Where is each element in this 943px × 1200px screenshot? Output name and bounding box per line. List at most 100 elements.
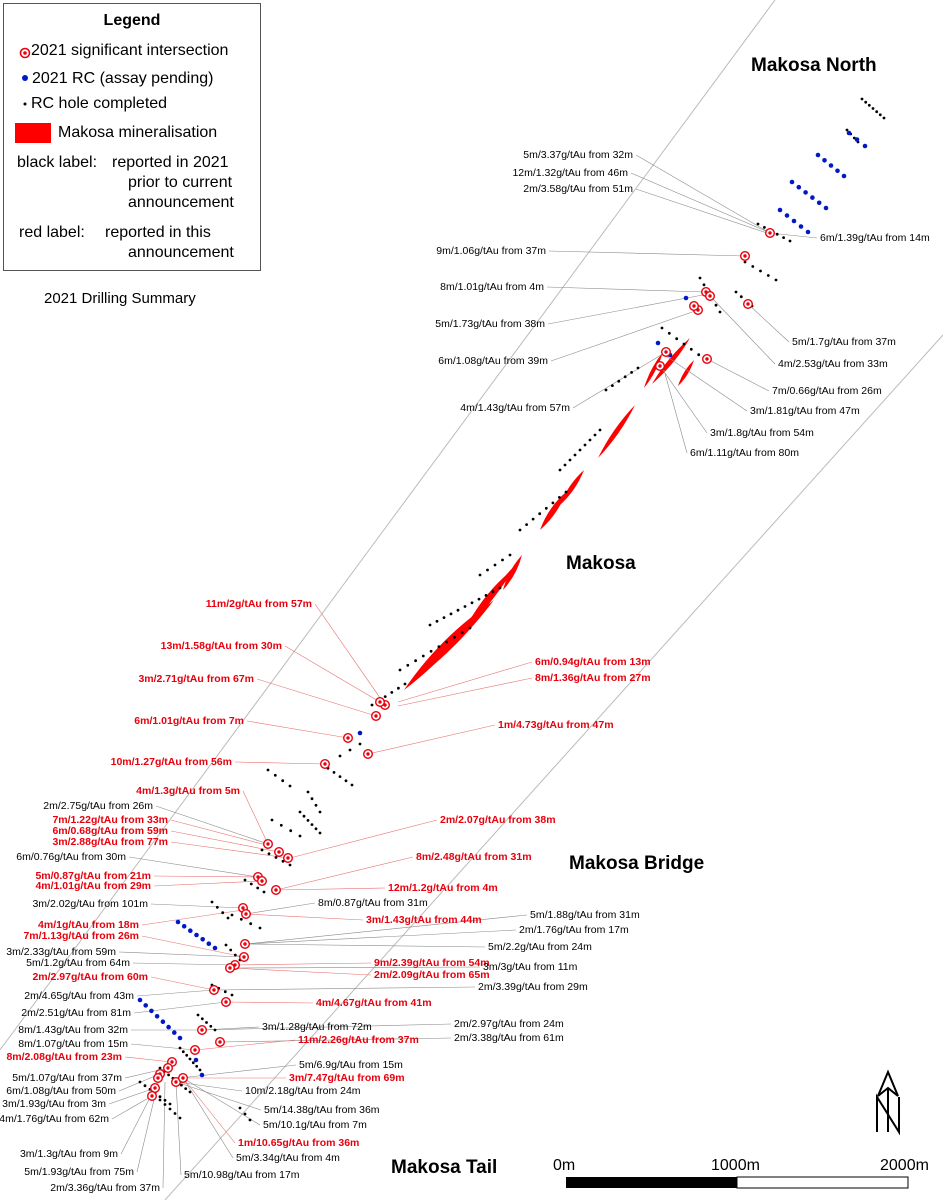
rc-hole-completed	[864, 100, 868, 104]
rc-hole-assay-pending	[822, 158, 827, 163]
rc-hole-completed	[623, 375, 627, 379]
rc-hole-completed	[223, 990, 227, 994]
intercept-label: 6m/1.11g/tAu from 80m	[690, 447, 799, 459]
leader-line	[175, 1081, 243, 1092]
rc-hole-completed	[273, 773, 277, 777]
rc-hole-completed	[178, 1116, 182, 1120]
significant-intersection-core	[743, 254, 747, 258]
rc-hole-completed	[774, 278, 778, 282]
rc-hole-completed	[756, 222, 760, 226]
intercept-label: 6m/1.39g/tAu from 14m	[820, 232, 930, 244]
leader-line	[246, 720, 349, 739]
significant-intersection-core	[366, 752, 370, 756]
rc-hole-completed	[882, 116, 886, 120]
rc-hole-completed	[460, 631, 464, 635]
rc-hole-completed	[188, 1057, 192, 1061]
legend-rc-pending-label: 2021 RC (assay pending)	[32, 70, 214, 87]
rc-hole-assay-pending	[193, 1057, 199, 1063]
intercept-label: 2m/2.75g/tAu from 26m	[43, 800, 153, 812]
intercept-label: 8m/1.01g/tAu from 4m	[440, 281, 544, 293]
rc-pending-icon	[22, 75, 28, 81]
area-label-makosa-bridge: Makosa Bridge	[569, 853, 705, 874]
significant-intersection-core	[277, 850, 281, 854]
rc-hole-assay-pending	[789, 179, 795, 185]
intercept-label: 8m/1.07g/tAu from 15m	[18, 1038, 128, 1050]
rc-hole-completed	[238, 1106, 242, 1110]
leader-line	[153, 880, 263, 887]
rc-hole-completed	[168, 1102, 172, 1106]
intercept-label: 3m/1.8g/tAu from 54m	[710, 427, 814, 439]
legend-rc-completed-label: RC hole completed	[31, 95, 168, 112]
significant-intersection-core	[244, 912, 248, 916]
rc-hole-completed	[501, 558, 504, 562]
rc-hole-completed	[775, 232, 779, 236]
leader-line	[150, 976, 215, 991]
rc-hole-completed	[205, 1021, 208, 1024]
intercept-label: 3m/1.28g/tAu from 72m	[262, 1021, 372, 1033]
rc-hole-completed	[508, 553, 512, 557]
rc-hole-assay-pending	[816, 200, 822, 206]
intercept-label: 13m/1.58g/tAu from 30m	[161, 640, 282, 652]
intercept-label: 6m/0.76g/tAu from 30m	[16, 851, 126, 863]
leader-line	[397, 677, 533, 707]
significant-intersection-core	[692, 304, 696, 308]
legend-panel: Legend 2021 significant intersection 202…	[3, 3, 261, 271]
leader-line	[182, 1077, 234, 1159]
rc-hole-assay-pending	[166, 1024, 171, 1030]
leader-line	[242, 790, 269, 845]
significant-intersection-core	[156, 1076, 160, 1080]
leader-line	[550, 309, 699, 362]
legend-title: Legend	[103, 12, 161, 29]
leader-line	[182, 1077, 261, 1126]
rc-hole-assay-pending	[655, 340, 661, 346]
rc-hole-assay-pending	[181, 924, 187, 929]
leader-line	[665, 355, 748, 412]
significant-intersection-core	[242, 955, 246, 959]
intercept-label: 2m/2.07g/tAu from 38m	[440, 814, 556, 826]
significant-intersection-core	[224, 1000, 228, 1004]
rc-hole-completed	[428, 623, 432, 627]
leader-line	[747, 303, 790, 343]
intercept-label: 4m/2.53g/tAu from 33m	[778, 358, 888, 370]
rc-hole-completed	[845, 128, 849, 132]
rc-hole-completed	[544, 506, 548, 510]
intercept-label: 2m/4.65g/tAu from 43m	[24, 990, 134, 1002]
rc-hole-completed	[279, 823, 283, 827]
rc-hole-completed	[267, 852, 271, 856]
rc-hole-completed	[636, 366, 640, 370]
rc-hole-assay-pending	[160, 1019, 166, 1024]
intercept-label: 5m/6.9g/tAu from 15m	[299, 1059, 403, 1071]
leader-line	[546, 286, 707, 293]
intercept-label: 11m/2.26g/tAu from 37m	[298, 1034, 419, 1046]
intercept-label: 6m/1.08g/tAu from 39m	[438, 355, 548, 367]
scale-label-2000m: 2000m	[880, 1157, 929, 1174]
rc-hole-completed	[158, 1066, 162, 1070]
leader-line	[213, 986, 476, 991]
rc-hole-completed	[332, 771, 336, 774]
significant-intersection-core	[286, 856, 290, 860]
significant-intersection-core	[705, 357, 709, 361]
significant-intersection-core	[243, 942, 247, 946]
rc-hole-completed	[564, 490, 568, 494]
rc-hole-completed	[743, 260, 747, 264]
leader-line	[659, 365, 708, 434]
rc-hole-completed	[229, 948, 233, 952]
leader-line	[245, 914, 528, 945]
significant-intersection-core	[374, 714, 378, 718]
rc-hole-completed	[875, 110, 879, 114]
rc-hole-completed	[435, 619, 439, 623]
rc-hole-completed	[453, 635, 456, 639]
intercept-label: 3m/1.43g/tAu from 44m	[366, 914, 482, 926]
significant-intersection-core	[346, 736, 350, 740]
intercept-label: 5m/10.1g/tAu from 7m	[263, 1119, 367, 1131]
intercept-label: 2m/3.38g/tAu from 61m	[454, 1032, 564, 1044]
rc-hole-completed	[486, 568, 489, 572]
intercept-label: 9m/2.39g/tAu from 54m	[374, 957, 490, 969]
rc-hole-completed	[314, 827, 318, 831]
rc-hole-completed	[531, 517, 535, 521]
rc-hole-completed	[491, 590, 495, 594]
rc-hole-completed	[196, 1013, 200, 1017]
rc-hole-completed	[702, 283, 706, 287]
